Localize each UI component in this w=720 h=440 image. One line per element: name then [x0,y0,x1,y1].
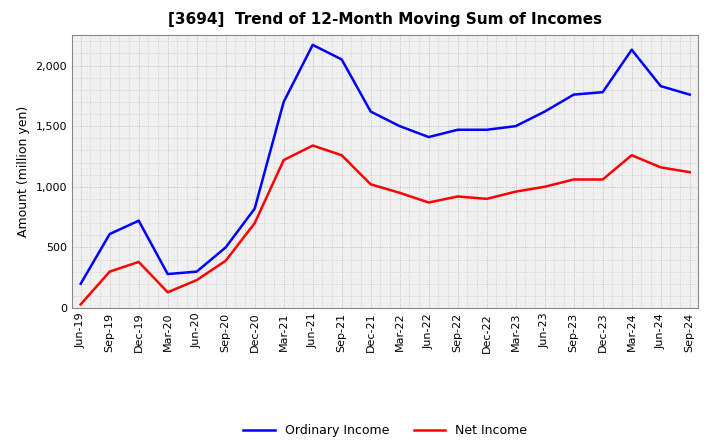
Ordinary Income [135,218,143,224]
Ordinary Income [163,271,172,277]
Ordinary Income [366,109,375,114]
Net Income [105,269,114,274]
Net Income [395,190,404,195]
Ordinary Income [251,206,259,211]
Ordinary Income [454,127,462,132]
Ordinary Income [598,90,607,95]
Ordinary Income [221,245,230,250]
Net Income [657,165,665,170]
Ordinary Income [627,47,636,52]
Legend: Ordinary Income, Net Income: Ordinary Income, Net Income [237,418,534,440]
Net Income [338,153,346,158]
Line: Net Income: Net Income [81,146,690,304]
Net Income [163,290,172,295]
Net Income [308,143,317,148]
Ordinary Income [105,231,114,237]
Net Income [627,153,636,158]
Net Income [511,189,520,194]
Ordinary Income [279,99,288,105]
Net Income [541,184,549,189]
Net Income [251,220,259,226]
Title: [3694]  Trend of 12-Month Moving Sum of Incomes: [3694] Trend of 12-Month Moving Sum of I… [168,12,602,27]
Ordinary Income [308,42,317,48]
Y-axis label: Amount (million yen): Amount (million yen) [17,106,30,237]
Ordinary Income [338,57,346,62]
Ordinary Income [482,127,491,132]
Net Income [192,278,201,283]
Net Income [454,194,462,199]
Ordinary Income [657,84,665,89]
Net Income [685,169,694,175]
Ordinary Income [685,92,694,97]
Ordinary Income [424,134,433,139]
Net Income [279,158,288,163]
Net Income [76,302,85,307]
Ordinary Income [395,124,404,129]
Ordinary Income [76,281,85,286]
Ordinary Income [192,269,201,274]
Ordinary Income [541,109,549,114]
Line: Ordinary Income: Ordinary Income [81,45,690,284]
Net Income [366,182,375,187]
Net Income [598,177,607,182]
Net Income [135,259,143,264]
Ordinary Income [570,92,578,97]
Net Income [221,258,230,264]
Net Income [482,196,491,202]
Ordinary Income [511,124,520,129]
Net Income [570,177,578,182]
Net Income [424,200,433,205]
